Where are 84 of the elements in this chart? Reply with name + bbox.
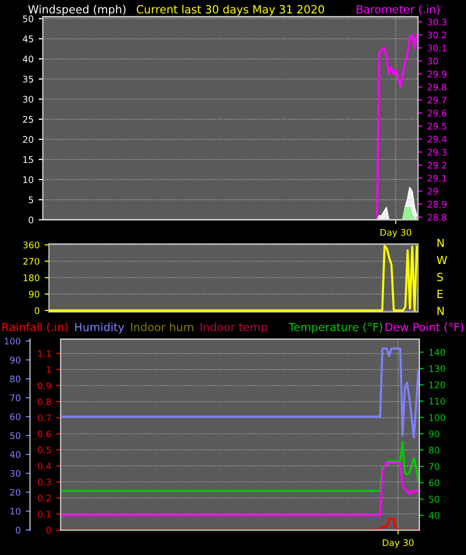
y-tick-label: 0.9 <box>38 382 51 390</box>
chart-title: Current last 30 days May 31 2020 <box>136 4 324 16</box>
y3-tick-label: 90 <box>10 356 20 364</box>
y-tick-label: 20 <box>23 136 34 143</box>
y3-tick-label: 10 <box>10 508 20 515</box>
text: Rainfall (.in) <box>2 322 68 333</box>
y3-tick-label: 0 <box>16 526 20 534</box>
y2-tick-label: 29.3 <box>428 148 446 156</box>
text: E <box>438 290 443 298</box>
y2-tick-label: 29.4 <box>428 136 447 143</box>
y-tick-label: 30 <box>23 96 34 103</box>
y-tick-label: 0.3 <box>38 478 51 486</box>
y3-tick-label: 60 <box>10 413 20 420</box>
y-tick-label: 5 <box>28 196 34 204</box>
text: W <box>436 256 448 264</box>
y-tick-label: 360 <box>23 242 40 248</box>
y2-tick-label: 28.8 <box>428 214 447 221</box>
y-tick-label: 0 <box>46 526 51 534</box>
y-tick-label: 45 <box>22 36 34 42</box>
y-tick-label: 0 <box>28 216 34 224</box>
y-tick-label: 0.6 <box>38 430 51 438</box>
y2-tick-label: 110 <box>429 398 446 405</box>
y-tick-label: 270 <box>23 258 40 265</box>
y-tick-label: 15 <box>23 156 34 164</box>
y2-tick-label: 140 <box>429 348 446 356</box>
y-axis-title: Windspeed (mph) <box>28 4 126 16</box>
y-tick-label: 0.8 <box>38 398 51 406</box>
y2-tick-label: 50 <box>429 496 440 503</box>
x-tick-label: Day 30 <box>380 228 412 238</box>
text: Dew Point (°F) <box>386 322 464 333</box>
y2-tick-label: 70 <box>429 463 440 470</box>
y3-tick-label: 20 <box>10 488 20 496</box>
y3-tick-label: 30 <box>10 470 20 477</box>
legend-label: Indoor temp <box>200 322 268 334</box>
y2-tick-label: 30.3 <box>428 18 446 26</box>
y2-tick-label: 29.7 <box>428 96 446 104</box>
y2-tick-label: 60 <box>429 479 440 486</box>
y2-tick-label: 29 <box>428 188 438 195</box>
line-series <box>60 348 420 438</box>
y3-tick-label: 50 <box>10 432 20 440</box>
y-tick-label: 0.5 <box>38 446 51 454</box>
text: S <box>437 272 443 282</box>
y-tick-label: 1.1 <box>38 350 51 357</box>
y2-tick-label: 90 <box>428 430 440 438</box>
y3-tick-label: 70 <box>10 394 20 402</box>
y2-tick-label: 28.9 <box>428 200 446 208</box>
y-tick-label: 90 <box>28 290 40 298</box>
y2-tick-label: 29.1 <box>428 174 446 182</box>
text: Humidity <box>75 322 124 334</box>
y-tick-label: 0.7 <box>38 414 51 422</box>
y2-axis-title: Barometer (.in) <box>356 4 440 15</box>
y3-tick-label: 40 <box>10 451 20 458</box>
y-tick-label: 0 <box>34 307 40 314</box>
y-tick-label: 180 <box>24 274 40 282</box>
y2-tick-label: 40 <box>428 512 440 519</box>
y2-tick-label: 29.2 <box>428 162 446 169</box>
y2-tick-label: 30 <box>428 58 438 64</box>
line-series <box>60 462 420 516</box>
y-tick-label: 35 <box>23 76 34 83</box>
x-tick-label: Day 30 <box>382 539 414 548</box>
y2-tick-label: 130 <box>429 365 446 372</box>
y2-tick-label: 30.1 <box>428 44 446 52</box>
y2-tick-label: 29.8 <box>428 84 447 91</box>
y-tick-label: 0.4 <box>38 462 52 470</box>
y2-tick-label: 29.6 <box>428 110 447 117</box>
y-tick-label: 10 <box>23 176 34 184</box>
y2-tick-label: 100 <box>429 414 446 421</box>
y-tick-label: 1 <box>46 366 51 374</box>
y-tick-label: 0.2 <box>38 494 51 502</box>
text: N <box>438 238 444 247</box>
y-tick-label: 40 <box>22 56 34 62</box>
y2-tick-label: 30.2 <box>428 32 446 38</box>
y-tick-label: 0.1 <box>38 510 51 518</box>
y-tick-label: 25 <box>23 116 34 123</box>
text: Temperature (°F) <box>288 322 382 334</box>
y2-tick-label: 29.5 <box>428 122 446 130</box>
y2-tick-label: 120 <box>429 382 446 388</box>
text: N <box>438 306 444 315</box>
y3-tick-label: 100 <box>4 338 20 345</box>
y3-tick-label: 80 <box>10 376 20 382</box>
y2-tick-label: 29.9 <box>428 70 446 78</box>
y-tick-label: 50 <box>23 15 34 22</box>
y2-tick-label: 80 <box>429 446 440 454</box>
legend-label: Indoor hum <box>131 322 194 332</box>
